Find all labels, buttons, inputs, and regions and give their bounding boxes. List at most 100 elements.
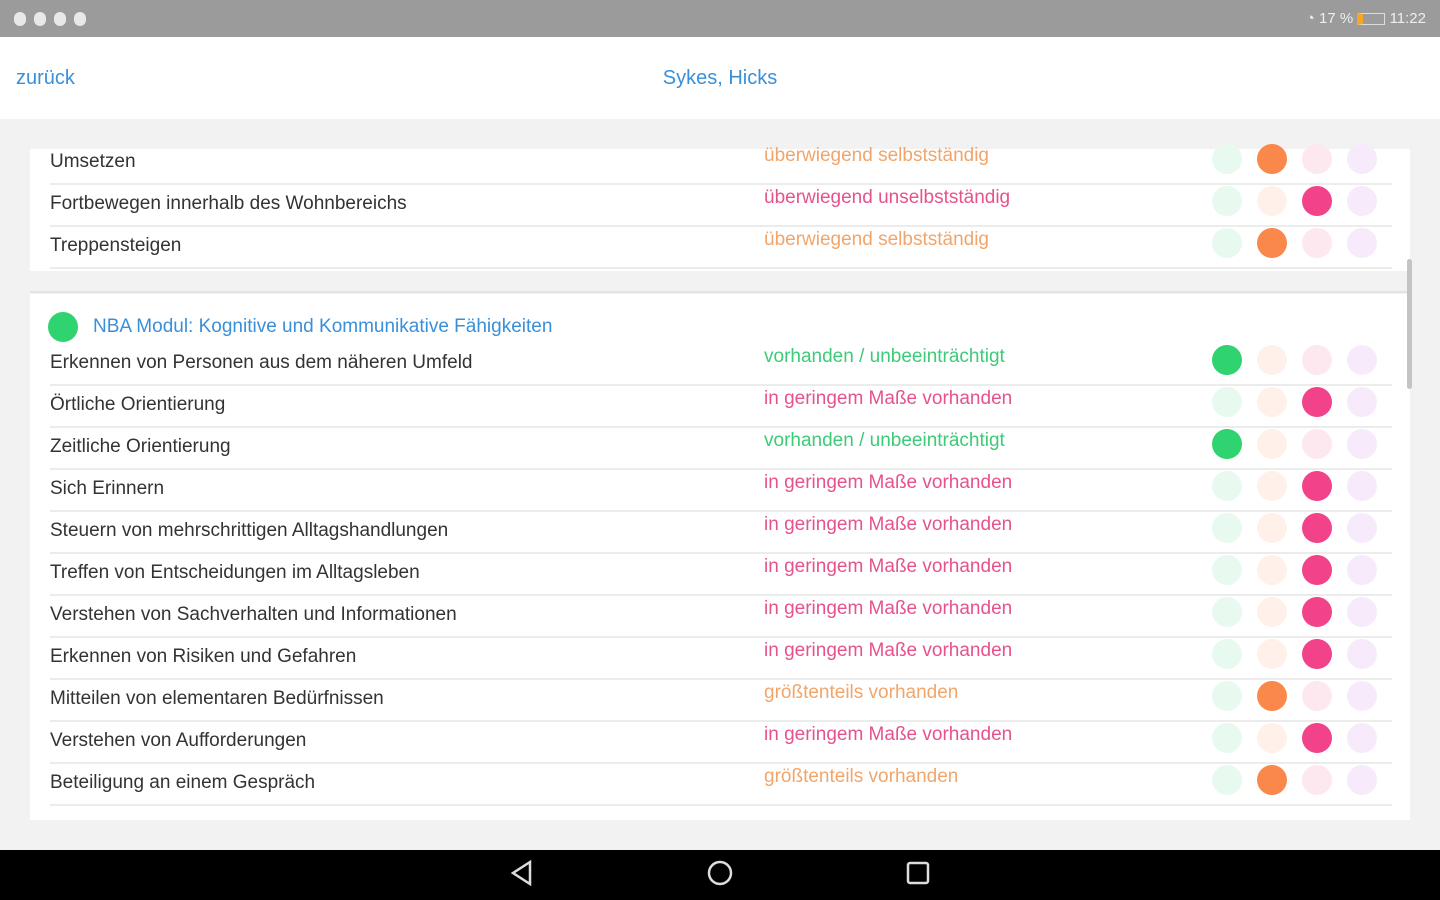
row-label: Steuern von mehrschrittigen Alltagshandl… [50, 520, 449, 541]
rating-dot[interactable] [1302, 228, 1332, 258]
rating-dot[interactable] [1347, 429, 1377, 459]
rating-dot[interactable] [1302, 765, 1332, 795]
rating-dot[interactable] [1257, 345, 1287, 375]
rating-dot[interactable] [1257, 513, 1287, 543]
rating-selector [1212, 387, 1377, 417]
rating-dot[interactable] [1347, 228, 1377, 258]
rating-dot[interactable] [1212, 387, 1242, 417]
row-label: Örtliche Orientierung [50, 394, 226, 415]
row-value: größtenteils vorhanden [764, 766, 959, 787]
assessment-row: Verstehen von Sachverhalten und Informat… [50, 596, 1392, 638]
rating-selector [1212, 345, 1377, 375]
rating-dot[interactable] [1302, 429, 1332, 459]
rating-dot[interactable] [1257, 387, 1287, 417]
assessment-row: Verstehen von Aufforderungen in geringem… [50, 722, 1392, 764]
rating-dot[interactable] [1347, 723, 1377, 753]
scrollbar[interactable] [1407, 259, 1412, 389]
rating-dot[interactable] [1212, 681, 1242, 711]
rating-dot[interactable] [1212, 765, 1242, 795]
assessment-row: Steuern von mehrschrittigen Alltagshandl… [50, 512, 1392, 554]
rating-dot[interactable] [1347, 471, 1377, 501]
row-value: überwiegend unselbstständig [764, 187, 1011, 208]
assessment-row: Erkennen von Risiken und Gefahren in ger… [50, 638, 1392, 680]
battery-icon [1357, 13, 1386, 26]
row-value: größtenteils vorhanden [764, 682, 959, 703]
rating-dot[interactable] [1257, 555, 1287, 585]
notification-icons [14, 11, 86, 26]
rating-dot[interactable] [1257, 429, 1287, 459]
rating-dot[interactable] [1302, 723, 1332, 753]
row-value: in geringem Maße vorhanden [764, 388, 1013, 409]
rating-dot[interactable] [1212, 597, 1242, 627]
rating-dot[interactable] [1347, 513, 1377, 543]
rating-selector [1212, 765, 1377, 795]
rating-dot[interactable] [1347, 144, 1377, 174]
rating-dot[interactable] [1212, 555, 1242, 585]
rating-selector [1212, 228, 1377, 258]
rating-dot[interactable] [1302, 513, 1332, 543]
rating-dot[interactable] [1302, 471, 1332, 501]
status-bar: ◔ 17 % 11:22 [0, 0, 1440, 37]
back-button[interactable]: zurück [16, 67, 75, 89]
rating-dot[interactable] [1347, 345, 1377, 375]
rating-selector [1212, 186, 1377, 216]
rating-dot[interactable] [1212, 429, 1242, 459]
row-label: Erkennen von Risiken und Gefahren [50, 646, 357, 667]
rating-dot[interactable] [1257, 144, 1287, 174]
rating-dot[interactable] [1347, 639, 1377, 669]
rating-dot[interactable] [1302, 144, 1332, 174]
rating-dot[interactable] [1347, 681, 1377, 711]
back-nav-icon[interactable] [508, 859, 536, 892]
clock: 11:22 [1389, 10, 1426, 27]
rating-dot[interactable] [1212, 513, 1242, 543]
row-value: in geringem Maße vorhanden [764, 598, 1013, 619]
rating-dot[interactable] [1212, 345, 1242, 375]
rating-dot[interactable] [1257, 765, 1287, 795]
assessment-list[interactable]: Umsetzen überwiegend selbstständig Fortb… [0, 119, 1440, 850]
rating-selector [1212, 144, 1377, 174]
rating-dot[interactable] [1212, 186, 1242, 216]
rating-dot[interactable] [1347, 387, 1377, 417]
section-cognition: NBA Modul: Kognitive und Kommunikative F… [30, 294, 1410, 820]
rating-dot[interactable] [1302, 597, 1332, 627]
rating-dot[interactable] [1302, 345, 1332, 375]
rating-dot[interactable] [1257, 228, 1287, 258]
rating-dot[interactable] [1257, 639, 1287, 669]
divider [30, 291, 1410, 293]
home-nav-icon[interactable] [706, 859, 734, 892]
assessment-row: Zeitliche Orientierung vorhanden / unbee… [50, 428, 1392, 470]
rating-dot[interactable] [1257, 681, 1287, 711]
row-value: in geringem Maße vorhanden [764, 472, 1013, 493]
recents-nav-icon[interactable] [904, 859, 932, 892]
rating-dot[interactable] [1347, 186, 1377, 216]
row-label: Fortbewegen innerhalb des Wohnbereichs [50, 193, 407, 214]
assessment-row: Örtliche Orientierung in geringem Maße v… [50, 386, 1392, 428]
rating-dot[interactable] [1257, 597, 1287, 627]
row-label: Beteiligung an einem Gespräch [50, 772, 316, 793]
rating-dot[interactable] [1212, 723, 1242, 753]
rating-dot[interactable] [1347, 597, 1377, 627]
rating-dot[interactable] [1212, 144, 1242, 174]
row-label: Treppensteigen [50, 235, 182, 256]
rating-dot[interactable] [1257, 471, 1287, 501]
rating-dot[interactable] [1302, 387, 1332, 417]
assessment-row: Fortbewegen innerhalb des Wohnbereichs ü… [50, 185, 1392, 227]
section-status-dot [48, 312, 78, 342]
rating-dot[interactable] [1302, 639, 1332, 669]
rating-dot[interactable] [1257, 186, 1287, 216]
rating-dot[interactable] [1212, 471, 1242, 501]
rating-dot[interactable] [1212, 228, 1242, 258]
rating-dot[interactable] [1302, 681, 1332, 711]
row-value: überwiegend selbstständig [764, 229, 989, 250]
rating-dot[interactable] [1347, 765, 1377, 795]
row-value: in geringem Maße vorhanden [764, 724, 1013, 745]
row-label: Mitteilen von elementaren Bedürfnissen [50, 688, 384, 709]
rating-dot[interactable] [1347, 555, 1377, 585]
rating-dot[interactable] [1302, 555, 1332, 585]
notification-icon [34, 11, 46, 26]
rating-dot[interactable] [1257, 723, 1287, 753]
rating-dot[interactable] [1302, 186, 1332, 216]
assessment-row: Treppensteigen überwiegend selbstständig [50, 227, 1392, 269]
rating-dot[interactable] [1212, 639, 1242, 669]
rating-selector [1212, 429, 1377, 459]
